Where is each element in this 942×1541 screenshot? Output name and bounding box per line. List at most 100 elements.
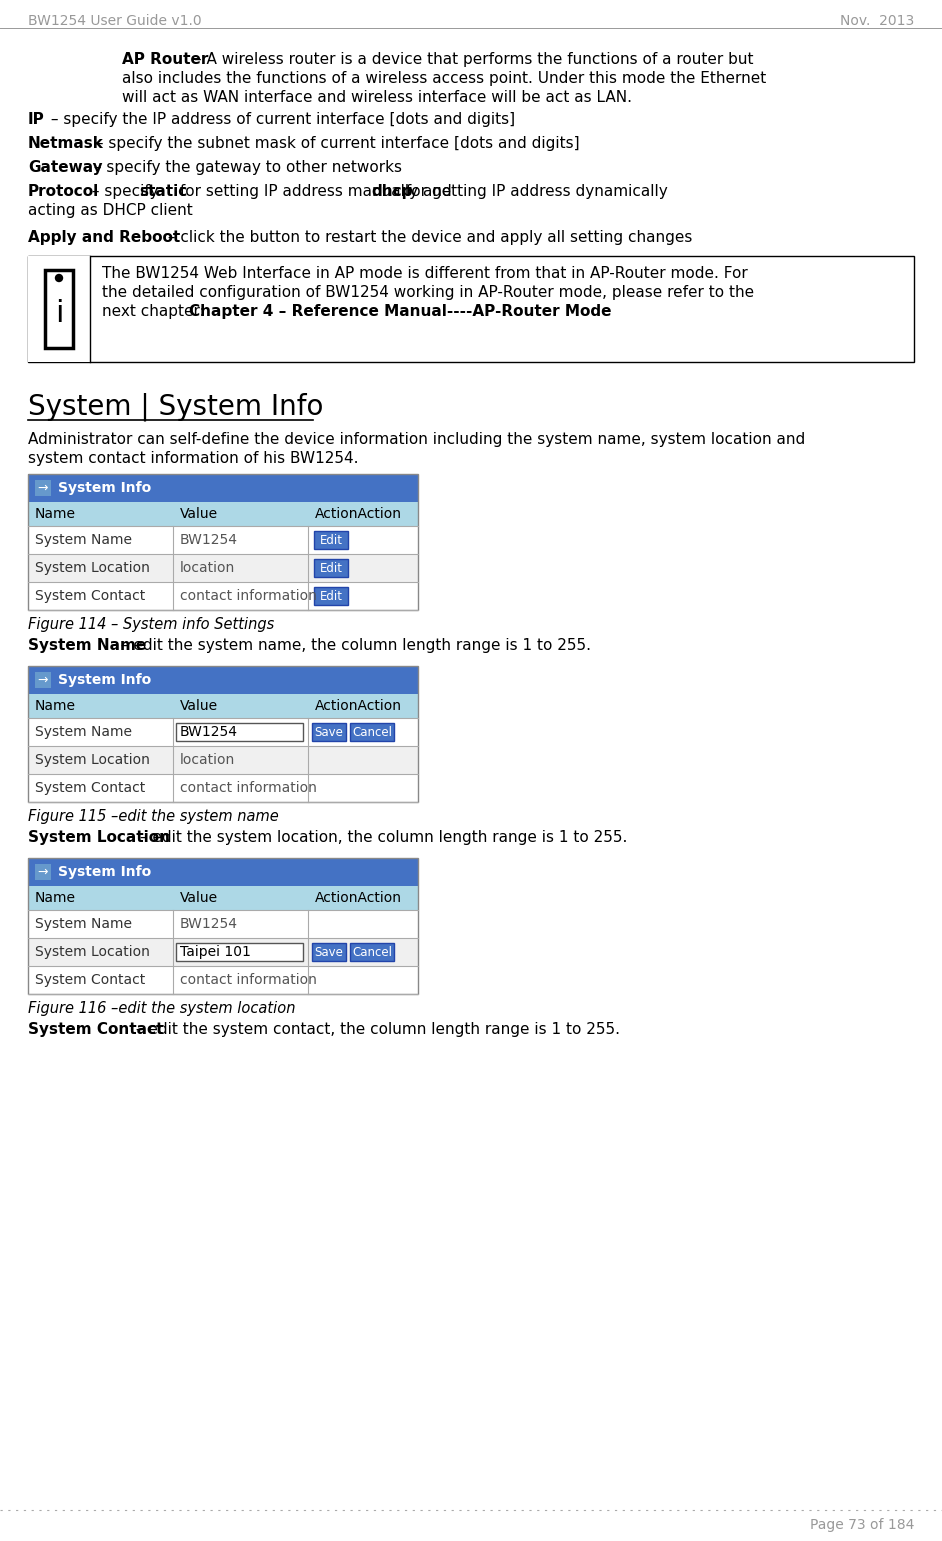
Text: Figure 116 –edit the system location: Figure 116 –edit the system location	[28, 1002, 296, 1016]
Bar	[28, 525, 418, 555]
Text: Edit: Edit	[319, 561, 343, 575]
Text: – specify the subnet mask of current interface [dots and digits]: – specify the subnet mask of current int…	[91, 136, 579, 151]
Bar	[28, 746, 418, 774]
Bar	[28, 911, 418, 938]
Text: Administrator can self-define the device information including the system name, : Administrator can self-define the device…	[28, 431, 805, 447]
Text: BW1254: BW1254	[180, 724, 238, 740]
Text: Name: Name	[35, 507, 76, 521]
Text: Figure 114 – System info Settings: Figure 114 – System info Settings	[28, 616, 274, 632]
Text: System Info: System Info	[58, 865, 152, 878]
Text: System Info: System Info	[58, 481, 152, 495]
Bar	[314, 559, 348, 576]
Text: – A wireless router is a device that performs the functions of a router but: – A wireless router is a device that per…	[194, 52, 754, 66]
Text: System Name: System Name	[35, 724, 132, 740]
Text: Name: Name	[35, 891, 76, 905]
Bar	[28, 666, 418, 693]
Text: – specify the IP address of current interface [dots and digits]: – specify the IP address of current inte…	[46, 112, 515, 126]
Bar	[28, 256, 914, 362]
Text: Save: Save	[315, 946, 344, 959]
Text: – edit the system name, the column length range is 1 to 255.: – edit the system name, the column lengt…	[116, 638, 591, 653]
Text: System Contact: System Contact	[35, 972, 145, 986]
Bar	[35, 672, 51, 687]
Text: System Name: System Name	[35, 533, 132, 547]
Text: Value: Value	[180, 507, 219, 521]
Bar	[28, 966, 418, 994]
Text: The BW1254 Web Interface in AP mode is different from that in AP-Router mode. Fo: The BW1254 Web Interface in AP mode is d…	[102, 267, 748, 280]
Text: System Location: System Location	[35, 561, 150, 575]
Bar	[312, 723, 346, 741]
Text: Netmask: Netmask	[28, 136, 104, 151]
Bar	[35, 865, 51, 880]
Text: AP Router: AP Router	[122, 52, 208, 66]
Bar	[28, 774, 418, 801]
Text: IP: IP	[28, 112, 45, 126]
Text: contact information: contact information	[180, 781, 317, 795]
Bar	[28, 475, 418, 610]
Text: System Location: System Location	[35, 945, 150, 959]
Bar	[176, 723, 303, 741]
Text: the detailed configuration of BW1254 working in AP-Router mode, please refer to : the detailed configuration of BW1254 wor…	[102, 285, 755, 300]
Bar	[314, 587, 348, 606]
Bar	[28, 858, 418, 886]
Text: Figure 115 –edit the system name: Figure 115 –edit the system name	[28, 809, 279, 824]
Text: Nov.  2013: Nov. 2013	[839, 14, 914, 28]
Text: Taipei 101: Taipei 101	[180, 945, 251, 959]
Bar	[350, 943, 394, 962]
Bar	[28, 256, 90, 362]
Text: System Location: System Location	[28, 831, 170, 844]
Text: Value: Value	[180, 700, 219, 713]
Text: System Name: System Name	[28, 638, 146, 653]
Text: Edit: Edit	[319, 590, 343, 603]
Text: location: location	[180, 561, 236, 575]
Text: System Name: System Name	[35, 917, 132, 931]
Bar	[28, 886, 418, 911]
Text: next chapter:: next chapter:	[102, 304, 210, 319]
Text: System | System Info: System | System Info	[28, 391, 323, 421]
Text: System Contact: System Contact	[35, 589, 145, 603]
Text: System Contact: System Contact	[28, 1022, 163, 1037]
Text: ActionAction: ActionAction	[315, 700, 402, 713]
Text: dhcp: dhcp	[371, 183, 413, 199]
Text: Name: Name	[35, 700, 76, 713]
Text: →: →	[38, 481, 48, 495]
Text: for setting IP address manually and: for setting IP address manually and	[175, 183, 457, 199]
Text: contact information: contact information	[180, 589, 317, 603]
Text: Apply and Reboot: Apply and Reboot	[28, 230, 180, 245]
Text: – edit the system location, the column length range is 1 to 255.: – edit the system location, the column l…	[135, 831, 627, 844]
Text: Cancel: Cancel	[352, 946, 392, 959]
Text: BW1254 User Guide v1.0: BW1254 User Guide v1.0	[28, 14, 202, 28]
Bar	[28, 666, 418, 801]
Text: – edit the system contact, the column length range is 1 to 255.: – edit the system contact, the column le…	[131, 1022, 620, 1037]
Text: Protocol: Protocol	[28, 183, 99, 199]
Bar	[28, 693, 418, 718]
Text: BW1254: BW1254	[180, 917, 238, 931]
Text: Save: Save	[315, 726, 344, 738]
Text: ActionAction: ActionAction	[315, 507, 402, 521]
Text: Edit: Edit	[319, 533, 343, 547]
Text: →: →	[38, 866, 48, 878]
Text: acting as DHCP client: acting as DHCP client	[28, 203, 193, 217]
Text: Value: Value	[180, 891, 219, 905]
Text: contact information: contact information	[180, 972, 317, 986]
Text: i: i	[55, 299, 63, 328]
Bar	[35, 479, 51, 496]
Circle shape	[56, 274, 62, 282]
Text: System Location: System Location	[35, 754, 150, 767]
Bar	[28, 582, 418, 610]
Text: system contact information of his BW1254.: system contact information of his BW1254…	[28, 452, 359, 465]
Text: System Contact: System Contact	[35, 781, 145, 795]
Bar	[28, 718, 418, 746]
Text: also includes the functions of a wireless access point. Under this mode the Ethe: also includes the functions of a wireles…	[122, 71, 766, 86]
Text: System Info: System Info	[58, 673, 152, 687]
Text: Chapter 4 – Reference Manual----AP-Router Mode: Chapter 4 – Reference Manual----AP-Route…	[189, 304, 611, 319]
Text: Cancel: Cancel	[352, 726, 392, 738]
Text: location: location	[180, 754, 236, 767]
Text: ActionAction: ActionAction	[315, 891, 402, 905]
Bar	[45, 270, 73, 348]
Text: Page 73 of 184: Page 73 of 184	[809, 1518, 914, 1532]
Bar	[28, 858, 418, 994]
Text: Gateway: Gateway	[28, 160, 103, 176]
Bar	[350, 723, 394, 741]
Text: will act as WAN interface and wireless interface will be act as LAN.: will act as WAN interface and wireless i…	[122, 89, 632, 105]
Bar	[28, 555, 418, 582]
